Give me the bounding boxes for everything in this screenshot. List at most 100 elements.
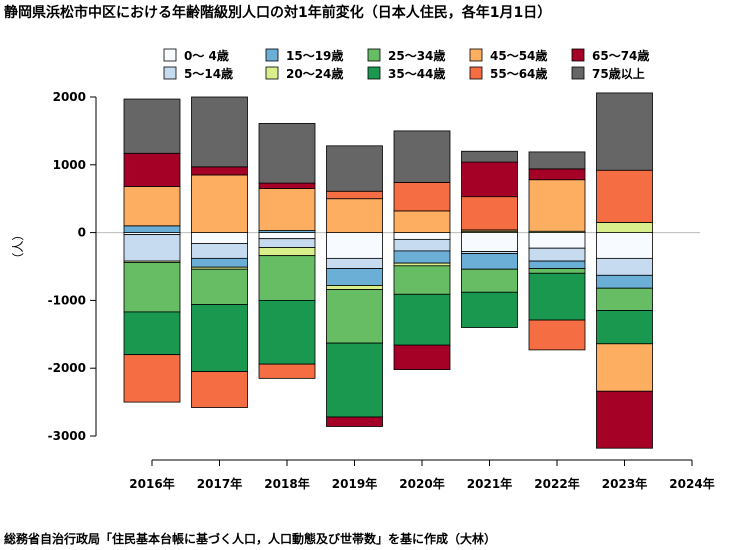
bar-segment: [191, 232, 248, 244]
bar-segment: [528, 151, 586, 170]
bar-segment: [393, 130, 451, 183]
bar-segment: [191, 166, 248, 176]
legend-label: 35～44歳: [388, 66, 445, 81]
y-tick-label: 0: [78, 226, 86, 240]
bar-segment: [326, 342, 383, 418]
bar-segment: [326, 145, 383, 192]
bar-segment: [326, 289, 383, 344]
bars: [123, 92, 653, 449]
legend-swatch: [163, 48, 177, 62]
legend-swatch: [571, 66, 585, 80]
bar-segment: [596, 92, 653, 171]
bar-segment: [596, 232, 653, 259]
legend-label: 25～34歳: [388, 48, 445, 63]
bar-segment: [191, 257, 248, 268]
legend: 0～ 4歳 5～14歳 15～19歳 20～24歳 25～34歳 35～44歳 45～54歳…: [163, 48, 649, 81]
bar-segment: [123, 98, 181, 154]
bar-segment: [596, 310, 653, 345]
legend-swatch: [265, 48, 279, 62]
x-tick-label: 2019年: [332, 476, 377, 491]
bar-segment: [596, 257, 653, 276]
legend-label: 20～24歳: [286, 66, 343, 81]
legend-label: 75歳以上: [592, 66, 645, 81]
bar-segment: [596, 287, 653, 311]
bar-segment: [528, 260, 586, 269]
bar-segment: [258, 299, 316, 365]
bar-segment: [258, 238, 316, 248]
bar-segment: [596, 390, 653, 449]
bar-segment: [191, 304, 248, 372]
bar-segment: [393, 238, 451, 252]
legend-swatch: [367, 48, 381, 62]
bar-segment: [461, 268, 518, 293]
bar-segment: [461, 150, 518, 163]
bar-segment: [326, 268, 383, 286]
bar-segment: [393, 262, 451, 267]
y-axis: 2000 1000 0 -1000 -2000 -3000: [48, 90, 97, 443]
bar-segment: [191, 243, 248, 259]
y-axis-label: （人）: [11, 229, 25, 265]
bar-segment: [528, 168, 586, 181]
bar-segment: [123, 262, 181, 313]
bar-segment: [528, 319, 586, 351]
bar-segment: [461, 232, 518, 252]
chart-title: 静岡県浜松市中区における年齢階級別人口の対1年前変化（日本人住民，各年1月1日）: [4, 5, 552, 21]
legend-swatch: [469, 48, 483, 62]
bar-segment: [326, 232, 383, 259]
bar-segment: [528, 179, 586, 232]
bar-segment: [123, 152, 181, 187]
y-tick-label: 1000: [53, 158, 86, 172]
bar-segment: [528, 268, 586, 274]
bar-segment: [258, 255, 316, 301]
legend-label: 0～ 4歳: [184, 48, 229, 63]
bar-segment: [596, 343, 653, 392]
bar-segment: [258, 188, 316, 231]
bar-segment: [123, 234, 181, 262]
bar-segment: [326, 416, 383, 427]
bar-segment: [123, 225, 181, 234]
x-tick-label: 2022年: [534, 476, 579, 491]
bar-segment: [393, 293, 451, 346]
bar-segment: [191, 174, 248, 234]
bar-segment: [258, 363, 316, 379]
bar-segment: [191, 371, 248, 408]
y-tick-label: -3000: [48, 429, 86, 443]
bar-segment: [461, 253, 518, 270]
legend-swatch: [163, 66, 177, 80]
y-tick-label: 2000: [53, 90, 86, 104]
bar-segment: [596, 169, 653, 223]
y-tick-label: -1000: [48, 293, 86, 307]
bar-segment: [461, 196, 518, 231]
x-tick-label: 2020年: [399, 476, 444, 491]
bar-segment: [528, 247, 586, 262]
bar-segment: [326, 190, 383, 200]
legend-swatch: [571, 48, 585, 62]
x-tick-label: 2021年: [467, 476, 512, 491]
bar-segment: [326, 198, 383, 233]
bar-segment: [258, 123, 316, 184]
bar-segment: [393, 182, 451, 212]
legend-label: 65～74歳: [592, 48, 649, 63]
bar-segment: [258, 182, 316, 189]
bar-segment: [258, 247, 316, 257]
bar-segment: [393, 250, 451, 264]
bar-segment: [123, 186, 181, 227]
bar-segment: [393, 210, 451, 234]
bar-segment: [191, 268, 248, 305]
legend-label: 45～54歳: [490, 48, 547, 63]
bar-segment: [393, 344, 451, 370]
legend-label: 5～14歳: [184, 66, 233, 81]
bar-segment: [258, 232, 316, 240]
bar-segment: [528, 232, 586, 249]
source-note: 総務省自治行政局「住民基本台帳に基づく人口，人口動態及び世帯数」を基に作成（大林…: [4, 532, 497, 546]
bar-segment: [461, 161, 518, 198]
bar-segment: [596, 274, 653, 289]
bar-segment: [326, 285, 383, 290]
x-tick-label: 2018年: [264, 476, 309, 491]
legend-label: 15～19歳: [286, 48, 343, 63]
bar-segment: [123, 311, 181, 356]
bar-segment: [191, 96, 248, 168]
x-tick-label: 2016年: [129, 476, 174, 491]
bar-segment: [393, 265, 451, 295]
